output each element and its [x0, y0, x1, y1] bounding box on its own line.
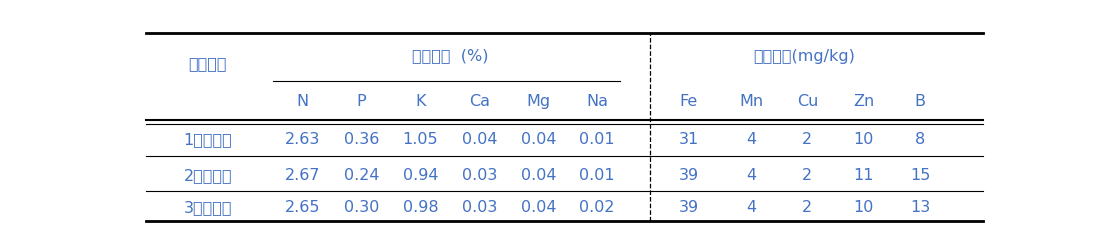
Text: N: N [296, 94, 309, 109]
Text: 2.63: 2.63 [285, 132, 321, 147]
Text: 미량원소(mg/kg): 미량원소(mg/kg) [754, 48, 855, 63]
Text: 8: 8 [915, 132, 926, 147]
Text: 0.03: 0.03 [462, 200, 497, 215]
Text: 0.30: 0.30 [344, 200, 379, 215]
Text: 0.04: 0.04 [462, 132, 497, 147]
Text: 2: 2 [802, 200, 812, 215]
Text: 4: 4 [746, 132, 756, 147]
Text: 0.04: 0.04 [520, 200, 557, 215]
Text: P: P [357, 94, 366, 109]
Text: Mn: Mn [739, 94, 763, 109]
Text: 2.65: 2.65 [284, 200, 321, 215]
Text: 0.94: 0.94 [402, 168, 439, 183]
Text: Ca: Ca [468, 94, 490, 109]
Text: 11: 11 [853, 168, 874, 183]
Text: 0.04: 0.04 [520, 132, 557, 147]
Text: 13: 13 [910, 200, 930, 215]
Text: 10: 10 [854, 132, 874, 147]
Text: Na: Na [586, 94, 608, 109]
Text: B: B [915, 94, 926, 109]
Text: 0.36: 0.36 [344, 132, 379, 147]
Text: 0.04: 0.04 [520, 168, 557, 183]
Text: 0.01: 0.01 [580, 132, 615, 147]
Text: Cu: Cu [797, 94, 818, 109]
Text: 0.03: 0.03 [462, 168, 497, 183]
Text: 39: 39 [679, 200, 699, 215]
Text: Zn: Zn [853, 94, 874, 109]
Text: 15: 15 [910, 168, 930, 183]
Text: 다량원소  (%): 다량원소 (%) [412, 48, 488, 63]
Text: 0.98: 0.98 [402, 200, 439, 215]
Text: 31: 31 [679, 132, 699, 147]
Text: 39: 39 [679, 168, 699, 183]
Text: 2년차종구: 2년차종구 [183, 168, 233, 183]
Text: 1.05: 1.05 [402, 132, 439, 147]
Text: 4: 4 [746, 200, 756, 215]
Text: 3년차종구: 3년차종구 [184, 200, 233, 215]
Text: 0.02: 0.02 [580, 200, 615, 215]
Text: 10: 10 [854, 200, 874, 215]
Text: Fe: Fe [680, 94, 698, 109]
Text: 2: 2 [802, 168, 812, 183]
Text: K: K [415, 94, 425, 109]
Text: 4: 4 [746, 168, 756, 183]
Text: Mg: Mg [527, 94, 550, 109]
Text: 0.24: 0.24 [344, 168, 379, 183]
Text: 0.01: 0.01 [580, 168, 615, 183]
Text: 사용연차: 사용연차 [188, 56, 227, 71]
Text: 1년차종구: 1년차종구 [183, 132, 233, 147]
Text: 2: 2 [802, 132, 812, 147]
Text: 2.67: 2.67 [284, 168, 321, 183]
